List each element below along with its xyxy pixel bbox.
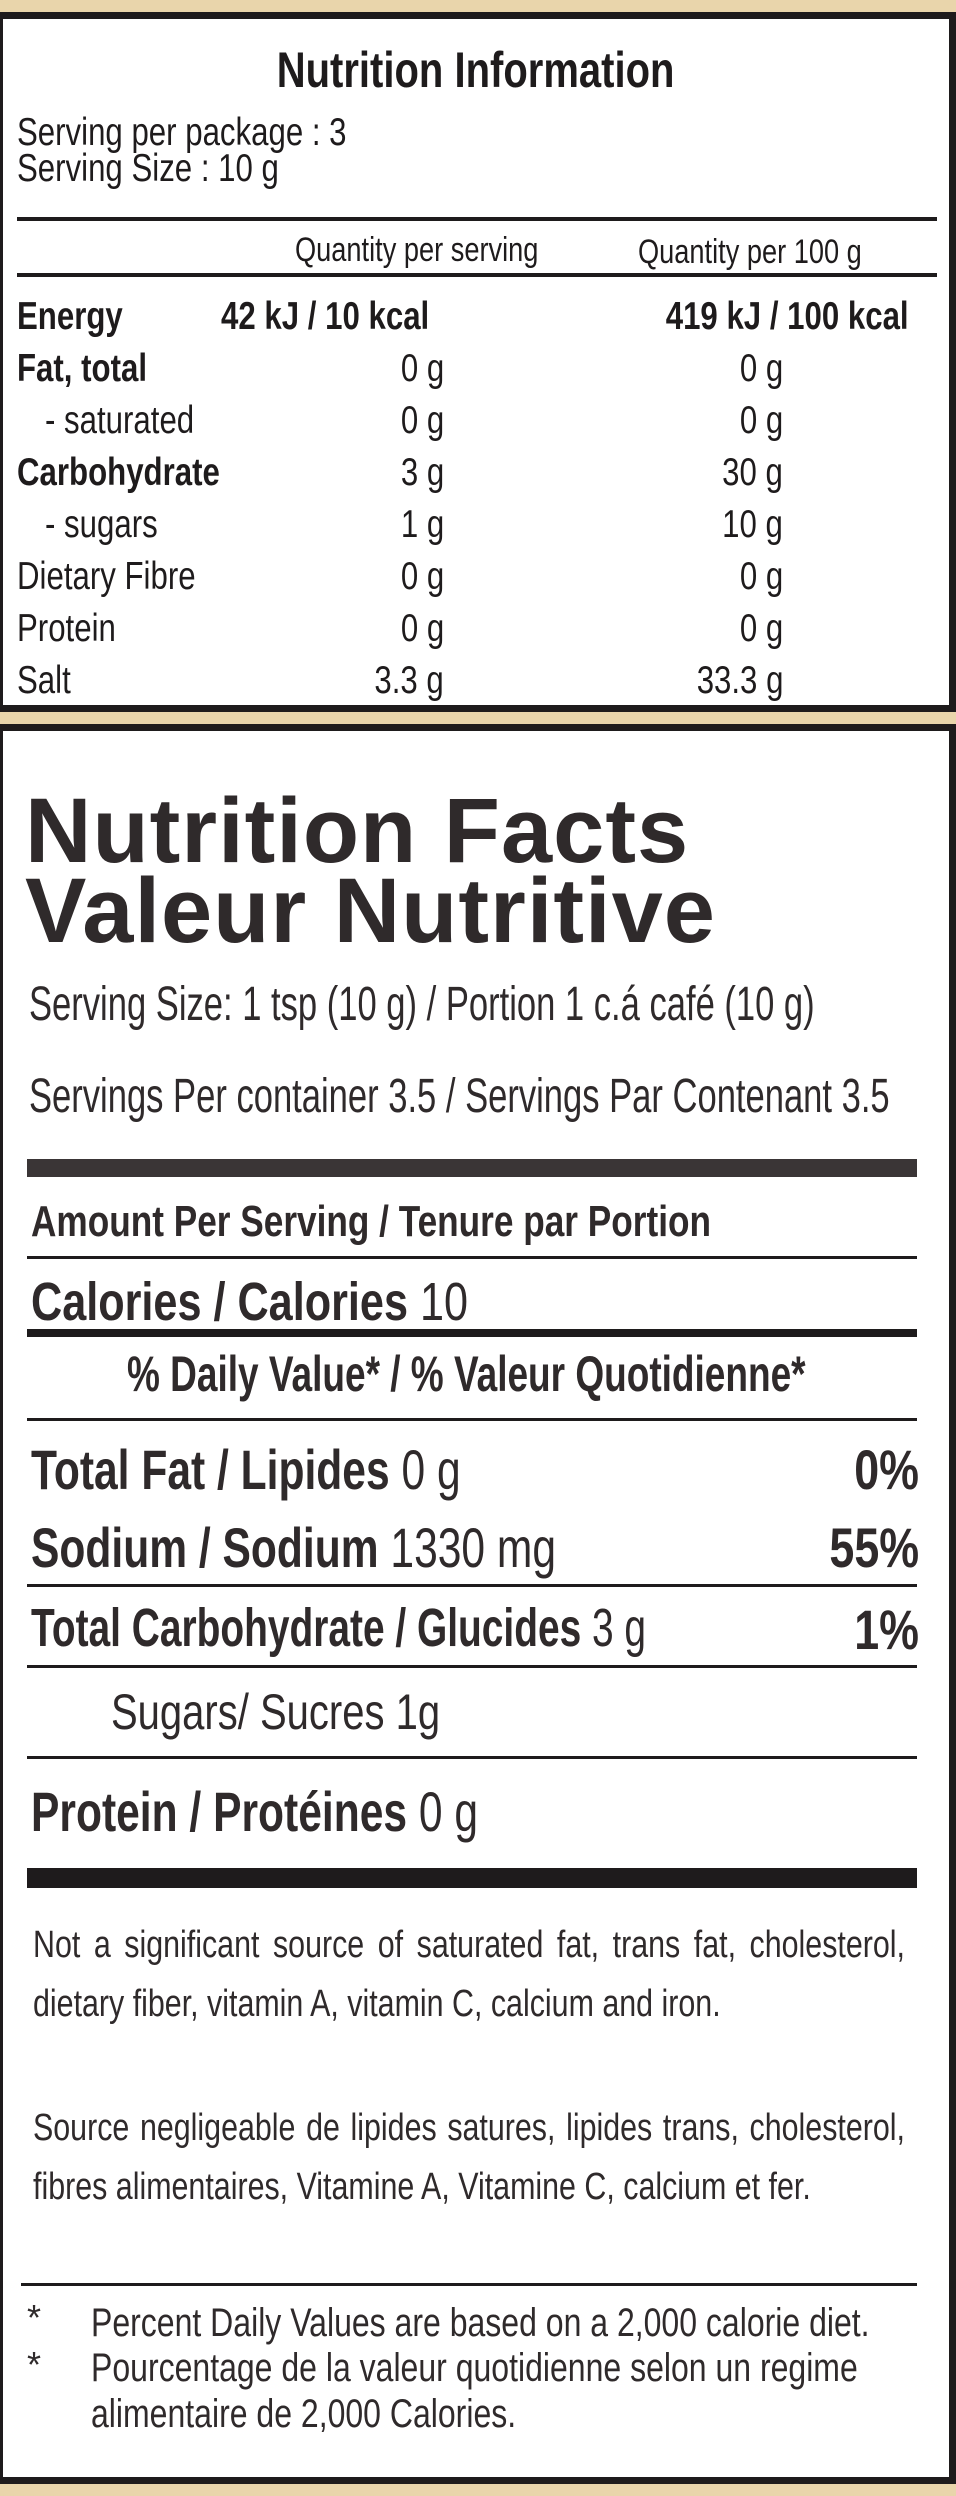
per-100g-value: 0 g bbox=[739, 347, 783, 390]
divider bbox=[27, 1584, 917, 1587]
amount-per-serving: Amount Per Serving / Tenure par Portion bbox=[31, 1197, 711, 1246]
per-100g-value: 0 g bbox=[739, 399, 783, 442]
per-serving-value: 1 g bbox=[400, 503, 444, 546]
facts-servings-per-container: Servings Per container 3.5 / Servings Pa… bbox=[29, 1070, 890, 1123]
divider bbox=[17, 273, 937, 277]
nutrition-information-panel: Nutrition Information Serving per packag… bbox=[0, 12, 956, 712]
per-100g-value: 30 g bbox=[722, 451, 783, 494]
nutrient-label: Fat, total bbox=[17, 347, 147, 390]
per-serving-value: 0 g bbox=[400, 555, 444, 598]
footnote-mark: * bbox=[27, 2344, 42, 2385]
sugars-row: Sugars/ Sucres 1g bbox=[111, 1684, 441, 1740]
per-100g-value: 0 g bbox=[739, 607, 783, 650]
facts-title-en: Nutrition Facts bbox=[25, 780, 690, 882]
per-100g-value: 10 g bbox=[722, 503, 783, 546]
per-100g-value: 419 kJ / 100 kcal bbox=[666, 295, 909, 338]
footnote-french: Pourcentage de la valeur quotidienne sel… bbox=[91, 2346, 858, 2436]
divider bbox=[17, 217, 937, 221]
per-serving-value: 42 kJ / 10 kcal bbox=[220, 295, 429, 338]
nutrient-label: Energy bbox=[17, 295, 123, 338]
carbohydrate-dv: 1% bbox=[854, 1598, 919, 1661]
divider bbox=[27, 1665, 917, 1668]
nutrient-label: - saturated bbox=[45, 399, 195, 442]
column-header-per-serving: Quantity per serving bbox=[295, 231, 539, 269]
nutrient-label: Protein bbox=[17, 607, 116, 650]
calories-row: Calories / Calories 10 bbox=[31, 1272, 469, 1332]
divider bbox=[27, 1256, 917, 1259]
footnote-english: Percent Daily Values are based on a 2,00… bbox=[91, 2301, 870, 2345]
facts-serving-size: Serving Size: 1 tsp (10 g) / Portion 1 c… bbox=[29, 978, 815, 1031]
serving-per-package: Serving per package : 3 bbox=[17, 111, 347, 154]
daily-value-header: % Daily Value* / % Valeur Quotidienne* bbox=[127, 1346, 806, 1402]
footnote-mark: * bbox=[27, 2297, 42, 2338]
nutrient-label: Dietary Fibre bbox=[17, 555, 196, 598]
divider bbox=[27, 1418, 917, 1421]
facts-title-fr: Valeur Nutritive bbox=[25, 860, 716, 962]
per-serving-value: 0 g bbox=[400, 347, 444, 390]
nutrient-label: - sugars bbox=[45, 503, 158, 546]
per-serving-value: 0 g bbox=[400, 607, 444, 650]
sodium-dv: 55% bbox=[829, 1516, 919, 1579]
divider bbox=[27, 1756, 917, 1759]
total-fat-row: Total Fat / Lipides 0 g bbox=[31, 1438, 461, 1501]
per-serving-value: 0 g bbox=[400, 399, 444, 442]
carbohydrate-row: Total Carbohydrate / Glucides 3 g bbox=[31, 1598, 647, 1658]
medium-divider bbox=[27, 1329, 917, 1337]
serving-size: Serving Size : 10 g bbox=[17, 147, 279, 190]
thick-divider bbox=[27, 1868, 917, 1888]
per-100g-value: 33.3 g bbox=[696, 659, 783, 702]
nutrient-label: Salt bbox=[17, 659, 71, 702]
column-header-per-100g: Quantity per 100 g bbox=[638, 233, 862, 271]
divider bbox=[21, 2283, 917, 2286]
thick-divider bbox=[27, 1159, 917, 1177]
note-english: Not a significant source of saturated fa… bbox=[33, 1924, 905, 2025]
per-serving-value: 3 g bbox=[400, 451, 444, 494]
sodium-row: Sodium / Sodium 1330 mg bbox=[31, 1516, 557, 1579]
protein-row: Protein / Protéines 0 g bbox=[31, 1780, 479, 1843]
per-serving-value: 3.3 g bbox=[374, 659, 444, 702]
info-title: Nutrition Information bbox=[277, 42, 675, 98]
nutrition-facts-panel: Nutrition Facts Valeur Nutritive Serving… bbox=[0, 724, 956, 2484]
note-french: Source negligeable de lipides satures, l… bbox=[33, 2107, 905, 2208]
nutrient-label: Carbohydrate bbox=[17, 451, 220, 494]
per-100g-value: 0 g bbox=[739, 555, 783, 598]
total-fat-dv: 0% bbox=[854, 1438, 919, 1501]
